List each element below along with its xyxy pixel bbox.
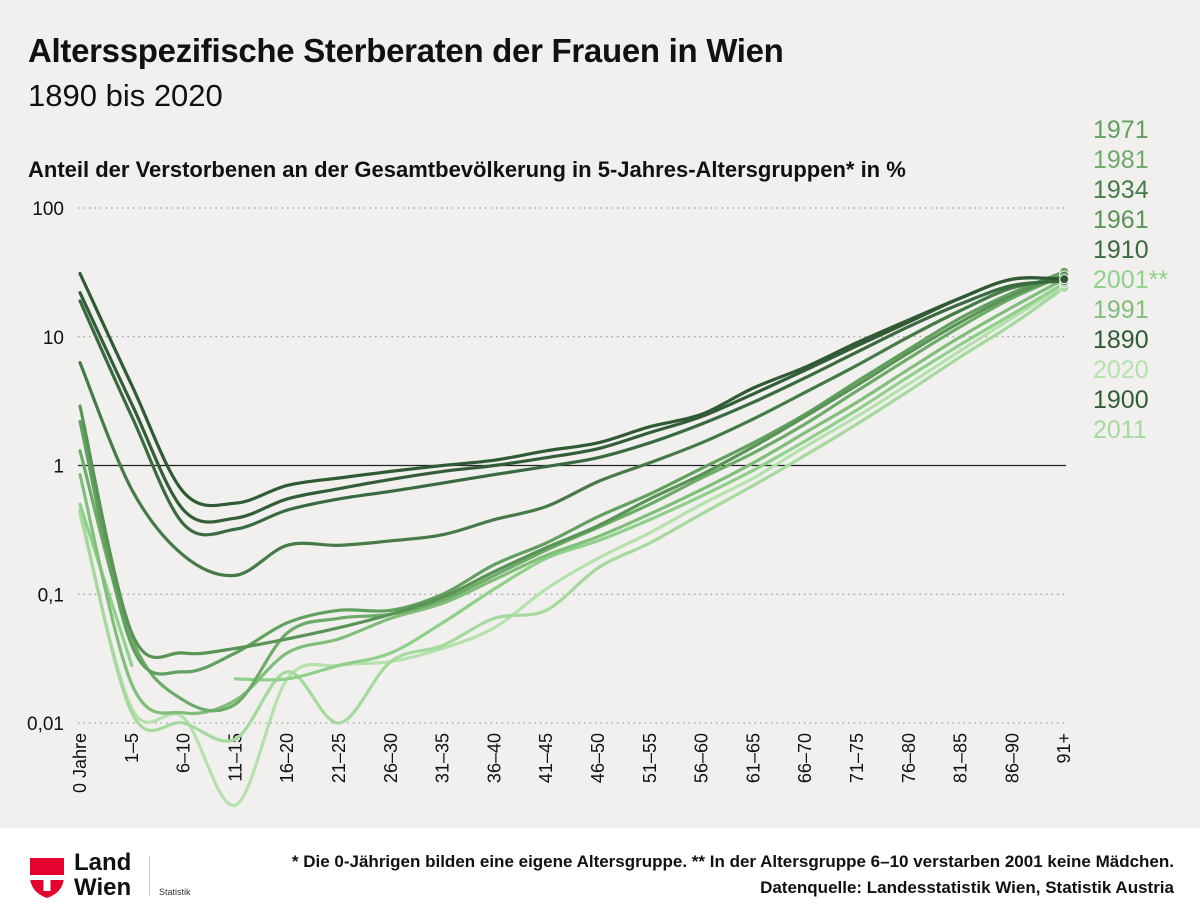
legend-item-1991: 1991 — [1093, 296, 1149, 324]
x-tick-label: 21–25 — [329, 733, 349, 783]
series-endpoints — [1059, 266, 1070, 293]
x-tick-label: 41–45 — [536, 733, 556, 783]
y-tick-label: 100 — [32, 199, 64, 220]
legend-item-1981: 1981 — [1093, 146, 1149, 174]
x-tick-label: 6–10 — [174, 733, 194, 773]
x-tick-label: 0 Jahre — [70, 733, 90, 793]
legend-item-2020: 2020 — [1093, 356, 1149, 384]
logo-line-1: Land — [74, 849, 132, 876]
chart-title: Altersspezifische Sterberaten der Frauen… — [28, 32, 784, 69]
y-tick-label: 0,01 — [27, 714, 64, 735]
x-tick-label: 76–80 — [899, 733, 919, 783]
series-line-1910 — [78, 279, 1066, 537]
x-tick-label: 61–65 — [743, 733, 763, 783]
logo-wordmark: Land Wien — [74, 851, 131, 901]
x-tick-label: 26–30 — [381, 733, 401, 783]
x-tick-label: 86–90 — [1002, 733, 1022, 783]
series-line-1900 — [78, 276, 1066, 524]
x-tick-label: 66–70 — [795, 733, 815, 783]
x-tick-label: 46–50 — [588, 733, 608, 783]
x-tick-label: 36–40 — [484, 733, 504, 783]
logo-department: Statistik — [159, 887, 191, 897]
legend-item-1890: 1890 — [1093, 326, 1149, 354]
x-tick-label: 81–85 — [951, 733, 971, 783]
x-tick-label: 51–55 — [640, 733, 660, 783]
x-tick-label: 1–5 — [122, 733, 142, 763]
x-tick-label: 91+ — [1054, 733, 1074, 764]
line-chart: 100 10 1 0,1 0,01 0 Jahre 1–5 6–10 11–15 16–20 21… — [27, 116, 1168, 807]
x-tick-label: 56–60 — [692, 733, 712, 783]
footnote: * Die 0-Jährigen bilden eine eigene Alte… — [291, 852, 1174, 871]
legend-item-1961: 1961 — [1093, 206, 1149, 234]
y-tick-label: 1 — [53, 457, 64, 478]
series-line-1961 — [78, 273, 1066, 660]
legend-item-1910: 1910 — [1093, 236, 1149, 264]
vienna-shield-icon — [30, 858, 64, 898]
series-line-2011 — [78, 286, 1066, 743]
series-line-2020 — [78, 283, 1066, 807]
footer — [0, 828, 1200, 924]
x-tick-labels: 0 Jahre 1–5 6–10 11–15 16–20 21–25 26–30 31–35 3… — [70, 733, 1074, 793]
x-tick-label: 31–35 — [433, 733, 453, 783]
y-tick-label: 0,1 — [38, 585, 64, 606]
data-source: Datenquelle: Landesstatistik Wien, Stati… — [760, 878, 1174, 897]
logo-line-2: Wien — [74, 874, 132, 901]
legend-item-2001: 2001** — [1093, 266, 1168, 294]
x-tick-label: 71–75 — [847, 733, 867, 783]
series-line-1991 — [78, 277, 1066, 716]
x-tick-label: 16–20 — [277, 733, 297, 783]
legend-item-1971: 1971 — [1093, 116, 1149, 144]
grid-layer — [78, 207, 1066, 724]
y-axis-title: Anteil der Verstorbenen an der Gesamtbev… — [28, 157, 906, 182]
series-line-1890 — [78, 271, 1066, 508]
logo-divider — [149, 856, 150, 896]
legend: 197119811934196119102001**19911890202019… — [1093, 116, 1168, 444]
series-lines — [78, 270, 1066, 807]
series-line-1981 — [78, 273, 1066, 713]
legend-item-1934: 1934 — [1093, 176, 1149, 204]
legend-item-1900: 1900 — [1093, 386, 1149, 414]
x-tick-label: 11–15 — [225, 733, 245, 782]
series-line-1934 — [78, 277, 1066, 578]
y-tick-labels: 100 10 1 0,1 0,01 — [27, 199, 64, 735]
legend-item-2011: 2011 — [1093, 416, 1147, 444]
series-line-2001 — [233, 281, 1066, 682]
chart-subtitle: 1890 bis 2020 — [28, 78, 223, 113]
series-endpoint-1890 — [1059, 274, 1070, 285]
series-line-1971 — [78, 270, 1066, 676]
y-tick-label: 10 — [43, 328, 64, 349]
